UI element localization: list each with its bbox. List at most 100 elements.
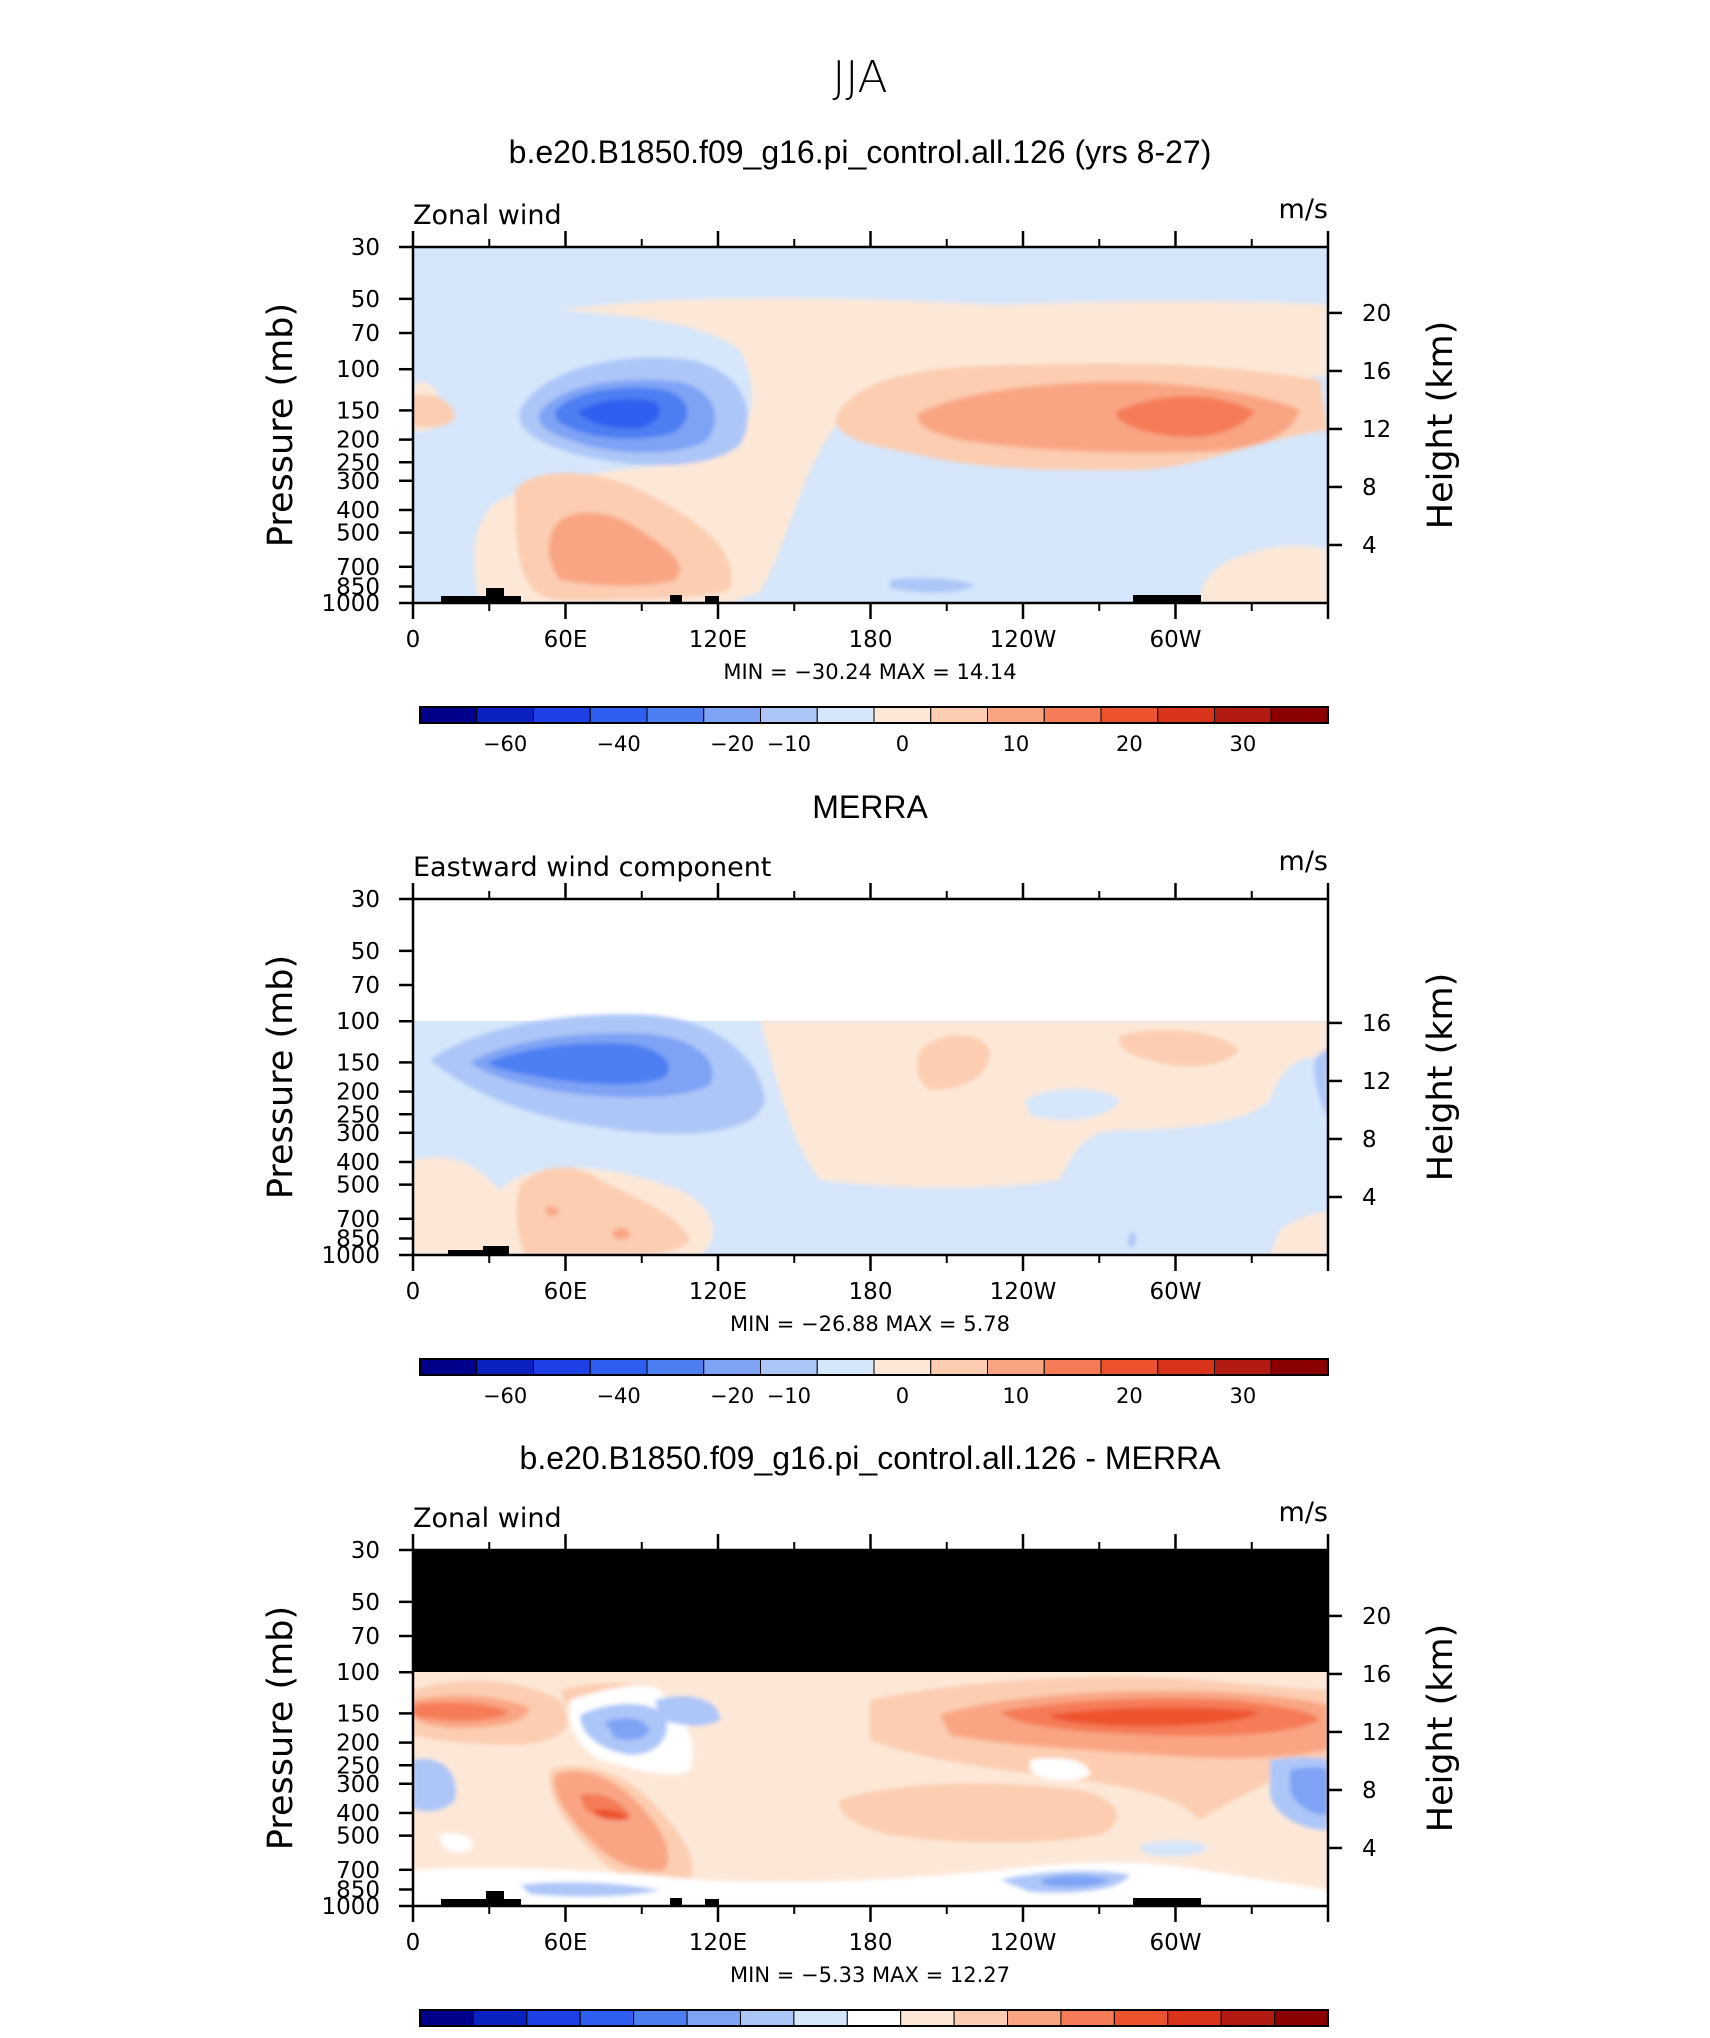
panel-2: MERRA Eastward wind component m/s xyxy=(261,789,1461,1408)
colorbar-swatch xyxy=(633,2009,688,2027)
colorbar-swatch xyxy=(1043,706,1102,724)
panel-1: b.e20.B1850.f09_g16.pi_control.all.126 (… xyxy=(261,134,1461,756)
colorbar-swatch xyxy=(900,2009,955,2027)
colorbar-label: 30 xyxy=(1230,732,1257,756)
colorbar-frame xyxy=(419,2009,1329,2027)
colorbar-label: 9 xyxy=(1054,2035,1067,2038)
y-tick-label: 300 xyxy=(336,1121,380,1147)
y-tick-label: 70 xyxy=(351,321,380,347)
colorbar-swatch xyxy=(533,1358,591,1376)
colorbar-swatch xyxy=(1113,2009,1169,2027)
colorbar-label: 0 xyxy=(896,1384,909,1408)
colorbar-swatch xyxy=(579,2009,635,2027)
colorbar-label: −18 xyxy=(451,2035,495,2038)
y-tick-label: 400 xyxy=(336,1150,380,1176)
y-tick-label: 100 xyxy=(336,1009,380,1035)
panel-2-terrain xyxy=(448,1246,509,1255)
panel-1-terrain xyxy=(441,588,1201,603)
y-tick-label: 250 xyxy=(336,1753,380,1779)
colorbar-label: −10 xyxy=(767,732,811,756)
colorbar-label: −20 xyxy=(710,732,754,756)
colorbar-swatch xyxy=(1214,1358,1272,1376)
colorbar-label: 3 xyxy=(947,2035,960,2038)
y-tick-label: 1000 xyxy=(321,1894,380,1920)
colorbar-swatch xyxy=(760,1358,818,1376)
y-tick-label: 70 xyxy=(351,1624,380,1650)
panel-1-variable: Zonal wind xyxy=(413,200,562,231)
y-tick-label: 500 xyxy=(336,521,380,547)
colorbar-swatch xyxy=(476,1358,534,1376)
y2-tick-label: 16 xyxy=(1362,359,1391,385)
panel-1-stats: MIN = −30.24 MAX = 14.14 xyxy=(723,660,1016,684)
x-tick-label: 180 xyxy=(849,1279,893,1305)
y-tick-label: 700 xyxy=(336,1207,380,1233)
colorbar-label: 15 xyxy=(1154,2035,1181,2038)
colorbar-label: −60 xyxy=(483,732,527,756)
x-tick-label: 120E xyxy=(689,1279,747,1305)
colorbar-label: 20 xyxy=(1116,732,1143,756)
colorbar-swatch xyxy=(793,2009,848,2027)
season-title: JJA xyxy=(832,52,887,103)
colorbar-swatch xyxy=(873,1358,932,1376)
y-tick-label: 500 xyxy=(336,1824,380,1850)
y-tick-label: 50 xyxy=(351,1590,380,1616)
colorbar-swatch xyxy=(1100,1358,1159,1376)
colorbar-label: −3 xyxy=(725,2035,756,2038)
y2-tick-label: 12 xyxy=(1362,417,1391,443)
y2-tick-label: 8 xyxy=(1362,1127,1377,1153)
colorbar-swatch xyxy=(1157,1358,1215,1376)
y-tick-label: 70 xyxy=(351,973,380,999)
y-tick-label: 100 xyxy=(336,1660,380,1686)
y2-axis-title: Height (km) xyxy=(1421,1624,1461,1833)
y-tick-label: 50 xyxy=(351,939,380,965)
x-tick-label: 60W xyxy=(1149,627,1201,653)
colorbar-swatch xyxy=(526,2009,581,2027)
y-tick-label: 1000 xyxy=(321,591,380,617)
colorbar-label: −10 xyxy=(767,1384,811,1408)
panel-2-field xyxy=(413,899,1328,1255)
panel-2-title: MERRA xyxy=(812,789,928,825)
y-tick-label: 1000 xyxy=(321,1243,380,1269)
panel-1-field xyxy=(413,247,1328,603)
y-tick-label: 300 xyxy=(336,469,380,495)
y-axis-title: Pressure (mb) xyxy=(261,303,301,547)
colorbar-label: 20 xyxy=(1116,1384,1143,1408)
y2-axis-title: Height (km) xyxy=(1421,321,1461,530)
x-tick-label: 0 xyxy=(406,627,421,653)
panel-3-terrain xyxy=(441,1891,1201,1906)
colorbar-label: 0 xyxy=(896,732,909,756)
colorbar-label: 12 xyxy=(1101,2035,1128,2038)
colorbar-swatch xyxy=(953,2009,1009,2027)
y-tick-label: 850 xyxy=(336,1878,380,1904)
colorbar-swatch xyxy=(1060,2009,1115,2027)
colorbar-swatch xyxy=(686,2009,741,2027)
y2-tick-label: 8 xyxy=(1362,475,1377,501)
y-tick-label: 700 xyxy=(336,555,380,581)
colorbar-swatch xyxy=(1100,706,1159,724)
colorbar-swatch xyxy=(1043,1358,1102,1376)
panel-1-units: m/s xyxy=(1279,194,1328,225)
x-tick-label: 180 xyxy=(849,627,893,653)
colorbar-label: 18 xyxy=(1208,2035,1235,2038)
x-tick-label: 60W xyxy=(1149,1930,1201,1956)
panel-3-field xyxy=(413,1550,1328,1906)
y2-axis-title: Height (km) xyxy=(1421,973,1461,1182)
x-tick-label: 60E xyxy=(544,1930,588,1956)
colorbar-swatch xyxy=(1157,706,1215,724)
colorbar-swatch xyxy=(873,706,932,724)
colorbar-swatch xyxy=(760,706,818,724)
x-tick-label: 60E xyxy=(544,1279,588,1305)
x-tick-label: 120E xyxy=(689,1930,747,1956)
y-tick-label: 400 xyxy=(336,1801,380,1827)
colorbar-swatch xyxy=(846,2009,902,2027)
x-tick-label: 120E xyxy=(689,627,747,653)
panel-3-variable: Zonal wind xyxy=(413,1503,562,1534)
y-axis-title: Pressure (mb) xyxy=(261,1606,301,1850)
y2-tick-label: 4 xyxy=(1362,533,1377,559)
y-tick-label: 150 xyxy=(336,1701,380,1727)
colorbar-swatch xyxy=(703,1358,761,1376)
colorbar-label: −12 xyxy=(558,2035,602,2038)
colorbar-swatch xyxy=(589,1358,648,1376)
panel-3-stats: MIN = −5.33 MAX = 12.27 xyxy=(730,1963,1010,1987)
